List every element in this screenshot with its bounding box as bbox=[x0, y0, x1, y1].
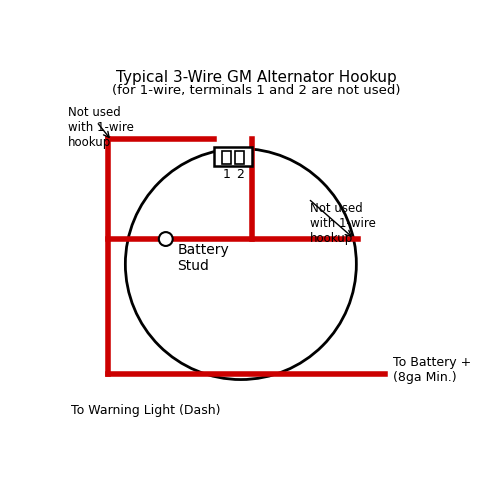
Text: Battery
Stud: Battery Stud bbox=[178, 243, 229, 273]
Text: Typical 3-Wire GM Alternator Hookup: Typical 3-Wire GM Alternator Hookup bbox=[116, 70, 396, 84]
Text: (for 1-wire, terminals 1 and 2 are not used): (for 1-wire, terminals 1 and 2 are not u… bbox=[112, 84, 401, 97]
Bar bbox=[236, 151, 244, 164]
Text: To Battery +
(8ga Min.): To Battery + (8ga Min.) bbox=[393, 356, 471, 384]
Bar bbox=[214, 146, 252, 166]
Bar bbox=[222, 151, 231, 164]
Text: 2: 2 bbox=[236, 168, 244, 181]
Text: 1: 1 bbox=[222, 168, 230, 181]
Text: Not used
with 1-wire
hookup: Not used with 1-wire hookup bbox=[310, 202, 376, 246]
Text: To Warning Light (Dash): To Warning Light (Dash) bbox=[72, 404, 221, 417]
Text: Not used
with 1-wire
hookup: Not used with 1-wire hookup bbox=[68, 106, 134, 149]
Circle shape bbox=[159, 232, 172, 246]
